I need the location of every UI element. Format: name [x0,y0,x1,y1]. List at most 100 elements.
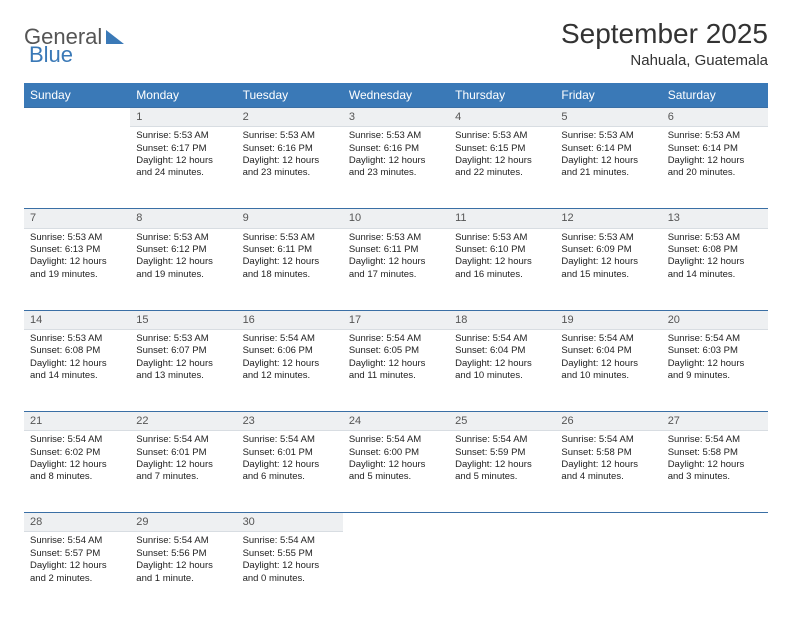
sunrise-text: Sunrise: 5:53 AM [136,333,230,345]
sunset-text: Sunset: 6:10 PM [455,244,549,256]
sunset-text: Sunset: 6:08 PM [668,244,762,256]
day-number: 17 [343,310,449,329]
day-cell-content: Sunrise: 5:54 AMSunset: 6:03 PMDaylight:… [662,330,768,388]
day-cell: Sunrise: 5:54 AMSunset: 5:57 PMDaylight:… [24,532,130,614]
day-cell-content: Sunrise: 5:53 AMSunset: 6:08 PMDaylight:… [24,330,130,388]
day-number: 22 [130,411,236,430]
sunrise-text: Sunrise: 5:53 AM [455,130,549,142]
day-cell-content: Sunrise: 5:54 AMSunset: 5:57 PMDaylight:… [24,532,130,590]
day-cell: Sunrise: 5:53 AMSunset: 6:08 PMDaylight:… [662,228,768,310]
day-cell: Sunrise: 5:53 AMSunset: 6:13 PMDaylight:… [24,228,130,310]
sunset-text: Sunset: 6:04 PM [455,345,549,357]
sunrise-text: Sunrise: 5:53 AM [30,232,124,244]
day-cell-content: Sunrise: 5:54 AMSunset: 6:05 PMDaylight:… [343,330,449,388]
day-cell: Sunrise: 5:53 AMSunset: 6:10 PMDaylight:… [449,228,555,310]
sunrise-text: Sunrise: 5:54 AM [455,434,549,446]
day-cell-content: Sunrise: 5:53 AMSunset: 6:17 PMDaylight:… [130,127,236,185]
day-cell-content: Sunrise: 5:54 AMSunset: 5:58 PMDaylight:… [662,431,768,489]
day-cell: Sunrise: 5:53 AMSunset: 6:11 PMDaylight:… [343,228,449,310]
sunset-text: Sunset: 5:57 PM [30,548,124,560]
day-number: 19 [555,310,661,329]
daylight-text: Daylight: 12 hours and 22 minutes. [455,155,549,180]
sunset-text: Sunset: 6:07 PM [136,345,230,357]
day-number: 13 [662,209,768,228]
day-number: 11 [449,209,555,228]
daylight-text: Daylight: 12 hours and 14 minutes. [30,358,124,383]
day-number [343,513,449,532]
day-header: Tuesday [237,83,343,108]
day-number: 20 [662,310,768,329]
day-cell-content: Sunrise: 5:54 AMSunset: 5:58 PMDaylight:… [555,431,661,489]
daylight-text: Daylight: 12 hours and 16 minutes. [455,256,549,281]
day-cell: Sunrise: 5:54 AMSunset: 6:04 PMDaylight:… [555,329,661,411]
sunrise-text: Sunrise: 5:54 AM [136,434,230,446]
brand-text-2: Blue [29,42,73,68]
day-number: 21 [24,411,130,430]
day-number: 23 [237,411,343,430]
day-cell: Sunrise: 5:53 AMSunset: 6:08 PMDaylight:… [24,329,130,411]
daylight-text: Daylight: 12 hours and 20 minutes. [668,155,762,180]
sunset-text: Sunset: 6:11 PM [243,244,337,256]
sunrise-text: Sunrise: 5:54 AM [455,333,549,345]
day-cell-content: Sunrise: 5:53 AMSunset: 6:12 PMDaylight:… [130,229,236,287]
month-title: September 2025 [561,18,768,50]
content-row: Sunrise: 5:53 AMSunset: 6:17 PMDaylight:… [24,127,768,209]
sunrise-text: Sunrise: 5:54 AM [668,434,762,446]
day-number: 8 [130,209,236,228]
day-number: 26 [555,411,661,430]
sunrise-text: Sunrise: 5:53 AM [243,130,337,142]
day-cell-content: Sunrise: 5:54 AMSunset: 6:01 PMDaylight:… [237,431,343,489]
sunset-text: Sunset: 6:11 PM [349,244,443,256]
sunset-text: Sunset: 6:03 PM [668,345,762,357]
day-number: 7 [24,209,130,228]
day-cell [555,532,661,614]
daylight-text: Daylight: 12 hours and 10 minutes. [455,358,549,383]
daylight-text: Daylight: 12 hours and 11 minutes. [349,358,443,383]
daylight-text: Daylight: 12 hours and 21 minutes. [561,155,655,180]
day-cell: Sunrise: 5:54 AMSunset: 6:01 PMDaylight:… [130,431,236,513]
day-cell: Sunrise: 5:53 AMSunset: 6:12 PMDaylight:… [130,228,236,310]
day-cell: Sunrise: 5:54 AMSunset: 5:58 PMDaylight:… [662,431,768,513]
day-number: 2 [237,108,343,127]
day-cell [449,532,555,614]
sunset-text: Sunset: 5:59 PM [455,447,549,459]
daylight-text: Daylight: 12 hours and 10 minutes. [561,358,655,383]
day-cell: Sunrise: 5:53 AMSunset: 6:16 PMDaylight:… [237,127,343,209]
daylight-text: Daylight: 12 hours and 19 minutes. [136,256,230,281]
day-cell: Sunrise: 5:54 AMSunset: 5:59 PMDaylight:… [449,431,555,513]
day-header: Saturday [662,83,768,108]
day-number [555,513,661,532]
location-text: Nahuala, Guatemala [561,52,768,69]
sunset-text: Sunset: 6:02 PM [30,447,124,459]
day-cell-content: Sunrise: 5:54 AMSunset: 6:04 PMDaylight:… [555,330,661,388]
day-number: 1 [130,108,236,127]
day-header: Sunday [24,83,130,108]
day-number [449,513,555,532]
day-cell: Sunrise: 5:53 AMSunset: 6:14 PMDaylight:… [662,127,768,209]
daylight-text: Daylight: 12 hours and 19 minutes. [30,256,124,281]
calendar-page: General September 2025 Nahuala, Guatemal… [0,0,792,632]
calendar-body: 123456Sunrise: 5:53 AMSunset: 6:17 PMDay… [24,108,768,614]
day-cell: Sunrise: 5:53 AMSunset: 6:15 PMDaylight:… [449,127,555,209]
day-number: 18 [449,310,555,329]
day-cell-content: Sunrise: 5:53 AMSunset: 6:16 PMDaylight:… [343,127,449,185]
sunrise-text: Sunrise: 5:54 AM [561,434,655,446]
day-number: 10 [343,209,449,228]
day-cell [343,532,449,614]
day-number: 12 [555,209,661,228]
sunset-text: Sunset: 6:09 PM [561,244,655,256]
sunset-text: Sunset: 6:14 PM [668,143,762,155]
daylight-text: Daylight: 12 hours and 5 minutes. [349,459,443,484]
sunset-text: Sunset: 5:56 PM [136,548,230,560]
day-number: 9 [237,209,343,228]
daylight-text: Daylight: 12 hours and 14 minutes. [668,256,762,281]
day-cell-content: Sunrise: 5:54 AMSunset: 6:06 PMDaylight:… [237,330,343,388]
day-cell: Sunrise: 5:54 AMSunset: 6:00 PMDaylight:… [343,431,449,513]
day-cell: Sunrise: 5:54 AMSunset: 5:56 PMDaylight:… [130,532,236,614]
sunrise-text: Sunrise: 5:53 AM [136,232,230,244]
sunrise-text: Sunrise: 5:53 AM [136,130,230,142]
content-row: Sunrise: 5:53 AMSunset: 6:13 PMDaylight:… [24,228,768,310]
day-cell [662,532,768,614]
sunrise-text: Sunrise: 5:54 AM [668,333,762,345]
day-number: 25 [449,411,555,430]
